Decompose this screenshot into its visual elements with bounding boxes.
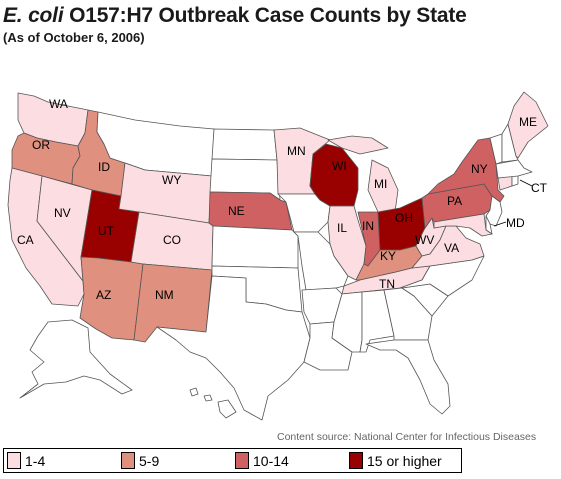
legend-swatch [7, 452, 21, 469]
map-title: E. coli O157:H7 Outbreak Case Counts by … [3, 4, 467, 28]
title-italic: E. coli [3, 4, 64, 27]
label-wi: WI [332, 159, 347, 173]
legend-item-5-9: 5-9 [118, 449, 232, 472]
label-va: VA [444, 241, 459, 255]
state-nj[interactable] [485, 195, 503, 227]
label-nm: NM [155, 288, 174, 302]
label-wy: WY [162, 173, 181, 187]
legend-swatch [235, 452, 249, 469]
us-map: WA OR ID CA NV UT AZ WY CO NM NE MN WI I… [7, 91, 549, 421]
state-me[interactable] [507, 91, 549, 159]
map-subtitle: (As of October 6, 2006) [3, 30, 145, 45]
label-wv: WV [415, 233, 434, 247]
label-ny: NY [471, 162, 488, 176]
legend-item-15-plus: 15 or higher [346, 449, 460, 472]
label-in: IN [362, 219, 374, 233]
state-wi[interactable] [309, 143, 359, 207]
label-co: CO [163, 233, 181, 247]
state-nc[interactable] [399, 255, 485, 297]
label-mn: MN [287, 144, 306, 158]
label-mi: MI [374, 177, 387, 191]
state-labels: WA OR ID CA NV UT AZ WY CO NM NE MN WI I… [17, 97, 548, 302]
label-il: IL [337, 221, 347, 235]
label-md: MD [506, 216, 525, 230]
state-tx[interactable] [156, 275, 311, 421]
label-wa: WA [49, 97, 68, 111]
state-nh[interactable] [501, 123, 519, 163]
label-az: AZ [96, 288, 111, 302]
label-nv: NV [54, 206, 71, 220]
state-hi[interactable] [189, 387, 237, 419]
state-az[interactable] [79, 256, 144, 341]
label-leaders [493, 179, 533, 227]
label-or: OR [32, 138, 50, 152]
state-fl[interactable] [365, 339, 451, 415]
legend-label: 1-4 [25, 452, 46, 469]
state-md[interactable] [433, 213, 493, 237]
state-va[interactable] [411, 225, 485, 269]
state-mi-upper[interactable] [327, 135, 389, 155]
title-rest: O157:H7 Outbreak Case Counts by State [63, 4, 467, 27]
label-ca: CA [17, 233, 34, 247]
state-ak[interactable] [19, 319, 133, 399]
legend-label: 5-9 [139, 452, 160, 469]
state-ne[interactable] [208, 191, 293, 231]
legend-swatch [349, 452, 363, 469]
label-ct: CT [531, 181, 548, 195]
label-pa: PA [447, 194, 462, 208]
label-tn: TN [379, 277, 395, 291]
label-oh: OH [395, 211, 413, 225]
label-ky: KY [380, 249, 396, 263]
label-me: ME [519, 115, 537, 129]
label-ut: UT [98, 224, 115, 238]
state-shapes [7, 91, 549, 421]
legend-swatch [121, 452, 135, 469]
legend-label: 10-14 [253, 452, 289, 469]
label-ne: NE [228, 204, 245, 218]
legend-label: 15 or higher [367, 452, 442, 469]
state-ks[interactable] [211, 225, 299, 269]
label-id: ID [98, 160, 110, 174]
legend: 1-4 5-9 10-14 15 or higher [3, 448, 462, 473]
state-ma[interactable] [495, 159, 533, 179]
legend-item-10-14: 10-14 [232, 449, 346, 472]
state-nd[interactable] [211, 128, 278, 161]
content-source: Content source: National Center for Infe… [277, 431, 537, 443]
state-ri[interactable] [511, 175, 519, 187]
legend-item-1-4: 1-4 [4, 449, 118, 472]
